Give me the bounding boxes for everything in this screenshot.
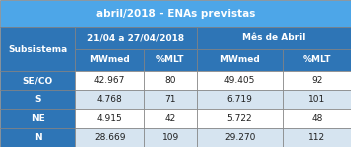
Text: 29.270: 29.270 [224,133,255,142]
Text: SE/CO: SE/CO [22,76,53,85]
Bar [144,109,197,128]
Bar [197,71,283,90]
Text: 71: 71 [165,95,176,104]
Text: 6.719: 6.719 [227,95,252,104]
Bar [197,90,283,109]
Text: 109: 109 [161,133,179,142]
Text: 42: 42 [165,114,176,123]
Bar [0,27,75,71]
Text: NE: NE [31,114,45,123]
Bar [75,90,144,109]
Text: %MLT: %MLT [303,55,331,64]
Bar [283,49,351,71]
Bar [0,71,75,90]
Bar [283,90,351,109]
Bar [75,109,144,128]
Bar [283,71,351,90]
Text: Subsistema: Subsistema [8,45,67,54]
Bar [75,128,144,147]
Bar [197,128,283,147]
Text: 92: 92 [311,76,323,85]
Text: 42.967: 42.967 [94,76,125,85]
Bar [0,0,351,27]
Text: N: N [34,133,41,142]
Text: 28.669: 28.669 [94,133,125,142]
Bar [283,128,351,147]
Text: 49.405: 49.405 [224,76,255,85]
Bar [0,128,75,147]
Text: 48: 48 [311,114,323,123]
Bar [144,49,197,71]
Bar [197,27,351,49]
Bar [197,49,283,71]
Text: %MLT: %MLT [156,55,185,64]
Text: 21/04 a 27/04/2018: 21/04 a 27/04/2018 [87,33,185,42]
Text: 4.915: 4.915 [97,114,122,123]
Text: 112: 112 [308,133,325,142]
Text: abril/2018 - ENAs previstas: abril/2018 - ENAs previstas [96,9,255,19]
Bar [197,109,283,128]
Bar [144,128,197,147]
Bar [75,49,144,71]
Bar [75,71,144,90]
Text: 4.768: 4.768 [97,95,122,104]
Bar [75,27,197,49]
Text: S: S [34,95,41,104]
Text: 101: 101 [308,95,325,104]
Bar [283,109,351,128]
Bar [144,90,197,109]
Bar [0,109,75,128]
Bar [144,71,197,90]
Text: 80: 80 [165,76,176,85]
Text: Mês de Abril: Mês de Abril [242,33,305,42]
Text: MWmed: MWmed [219,55,260,64]
Text: 5.722: 5.722 [227,114,252,123]
Text: MWmed: MWmed [89,55,130,64]
Bar [0,90,75,109]
